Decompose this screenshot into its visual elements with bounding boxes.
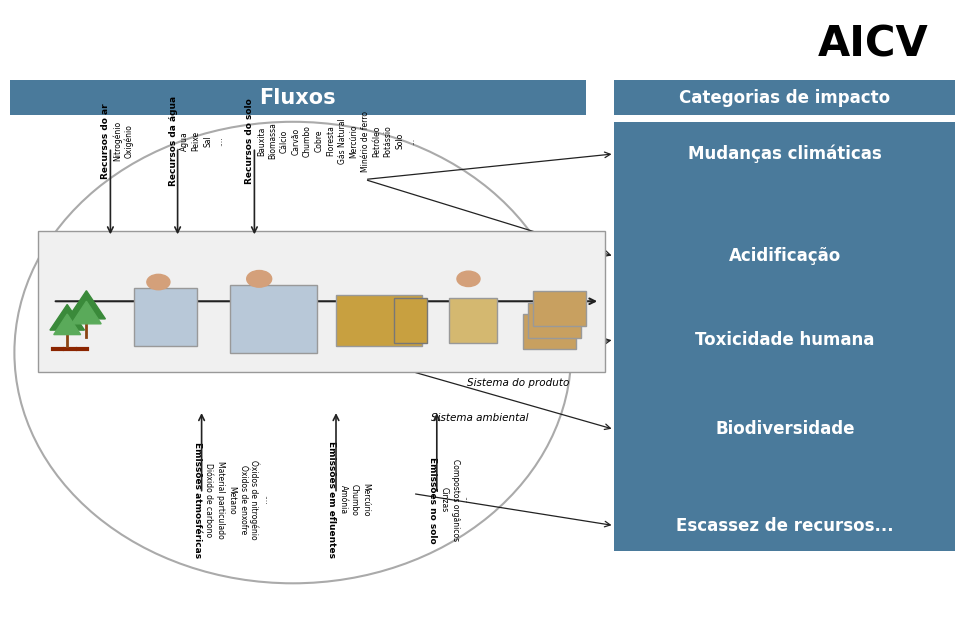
Text: Biomassa: Biomassa: [269, 122, 277, 160]
Text: Sistema do produto: Sistema do produto: [468, 378, 569, 388]
Text: Carvão: Carvão: [292, 128, 300, 154]
Text: Óxidos de enxofre: Óxidos de enxofre: [239, 465, 248, 535]
Bar: [523, 314, 576, 349]
Text: Recursos do solo: Recursos do solo: [246, 98, 254, 184]
Text: Potássio: Potássio: [384, 125, 393, 157]
Text: Emissões em efluentes: Emissões em efluentes: [327, 442, 336, 558]
Text: Floresta: Floresta: [326, 126, 335, 156]
Text: Acidificação: Acidificação: [729, 247, 841, 265]
Text: Sistema ambiental: Sistema ambiental: [431, 413, 529, 424]
Text: Dióxido de carbono: Dióxido de carbono: [204, 463, 213, 537]
Polygon shape: [54, 314, 81, 335]
Text: Recursos do ar: Recursos do ar: [102, 103, 110, 179]
Text: Nitrogénio: Nitrogénio: [112, 121, 122, 161]
Text: Recursos da água: Recursos da água: [169, 96, 178, 186]
Bar: [134, 288, 197, 346]
Polygon shape: [67, 291, 106, 319]
Bar: [10, 80, 586, 115]
Text: Cálcio: Cálcio: [280, 129, 289, 153]
Text: Cobre: Cobre: [315, 129, 324, 153]
Text: Mercúrio: Mercúrio: [349, 124, 358, 158]
Text: Amónia: Amónia: [339, 485, 348, 515]
Text: ....: ....: [215, 137, 224, 146]
Text: Oxigénio: Oxigénio: [124, 124, 133, 158]
Text: Fluxos: Fluxos: [259, 88, 336, 108]
Circle shape: [247, 271, 272, 287]
Text: Petróleo: Petróleo: [372, 126, 381, 156]
Bar: [614, 80, 955, 115]
Text: ....: ....: [262, 495, 271, 504]
Text: ...: ...: [463, 496, 471, 504]
Text: Mudanças climáticas: Mudanças climáticas: [688, 145, 881, 163]
Text: Cinzas: Cinzas: [440, 487, 448, 513]
Polygon shape: [50, 304, 84, 330]
Text: Gás Natural: Gás Natural: [338, 118, 347, 164]
Text: Emissões no solo: Emissões no solo: [428, 456, 437, 544]
Text: Água: Água: [179, 131, 189, 151]
Text: Biodiversidade: Biodiversidade: [715, 420, 854, 438]
Text: Metano: Metano: [228, 486, 236, 514]
Text: Peixe: Peixe: [192, 131, 201, 151]
Text: Solo: Solo: [396, 133, 404, 149]
Text: Mercúrio: Mercúrio: [362, 483, 371, 517]
Bar: [533, 291, 586, 326]
Text: Compostos orgânicos: Compostos orgânicos: [451, 459, 460, 541]
Text: Escassez de recursos...: Escassez de recursos...: [676, 517, 894, 535]
Text: ...: ...: [407, 137, 416, 145]
Bar: [394, 298, 427, 343]
Text: Bauxita: Bauxita: [257, 126, 266, 156]
Text: Toxicidade humana: Toxicidade humana: [695, 331, 875, 349]
Text: Material particulado: Material particulado: [216, 461, 225, 539]
Text: AICV: AICV: [818, 24, 929, 66]
Bar: [614, 122, 955, 551]
Bar: [449, 298, 497, 343]
Text: Minério de ferro: Minério de ferro: [361, 110, 370, 172]
Text: Emissões atmosféricas: Emissões atmosféricas: [193, 442, 202, 558]
Bar: [38, 231, 605, 372]
Bar: [230, 285, 317, 353]
Text: Chumbo: Chumbo: [303, 125, 312, 157]
Bar: [336, 295, 422, 346]
Polygon shape: [72, 301, 101, 324]
Circle shape: [147, 274, 170, 290]
Text: Chumbo: Chumbo: [350, 484, 359, 516]
Bar: [528, 303, 581, 338]
Text: Sal: Sal: [204, 135, 212, 147]
Text: Categorias de impacto: Categorias de impacto: [680, 88, 890, 107]
Circle shape: [457, 271, 480, 287]
Text: Óxidos de nitrogénio: Óxidos de nitrogénio: [249, 460, 259, 540]
